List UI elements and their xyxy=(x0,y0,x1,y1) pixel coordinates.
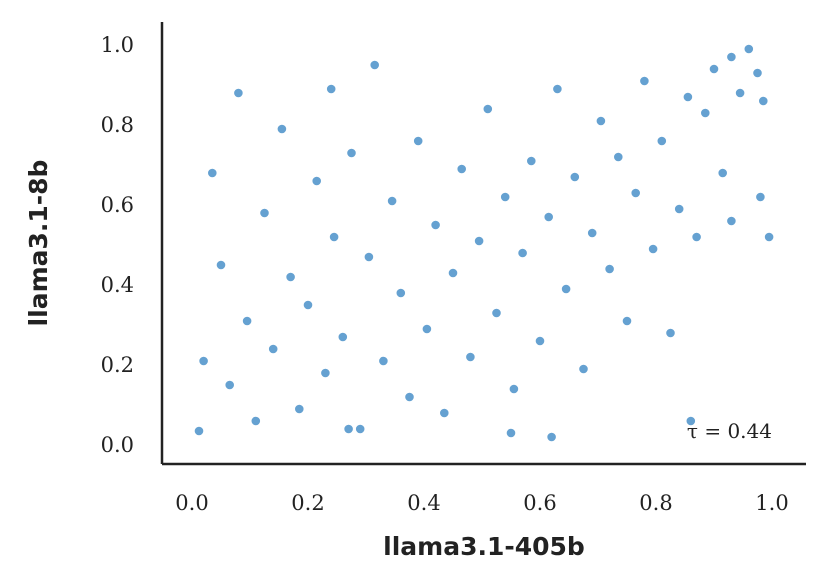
scatter-point xyxy=(648,244,658,254)
scatter-point xyxy=(622,316,632,326)
scatter-point xyxy=(483,104,493,114)
y-axis-ticks: 0.0 0.2 0.4 0.6 0.8 1.0 xyxy=(101,33,134,457)
kendall-tau-annotation: τ = 0.44 xyxy=(687,419,772,443)
scatter-points xyxy=(194,44,774,442)
scatter-point xyxy=(553,84,562,94)
scatter-point xyxy=(312,176,322,186)
scatter-point xyxy=(396,288,406,298)
x-tick-label: 0.4 xyxy=(407,491,440,515)
scatter-point xyxy=(518,248,527,258)
scatter-point xyxy=(718,168,727,178)
scatter-point xyxy=(709,64,719,74)
scatter-point xyxy=(225,380,234,390)
scatter-point xyxy=(344,424,353,434)
scatter-point xyxy=(614,152,623,162)
scatter-point xyxy=(268,344,278,354)
scatter-point xyxy=(440,408,449,418)
scatter-point xyxy=(701,108,710,118)
scatter-point xyxy=(326,84,336,94)
scatter-point xyxy=(605,264,614,274)
scatter-point xyxy=(657,136,667,146)
scatter-point xyxy=(587,228,597,238)
scatter-point xyxy=(500,192,510,202)
scatter-point xyxy=(666,328,675,338)
scatter-point xyxy=(692,232,701,242)
scatter-point xyxy=(329,232,339,242)
y-tick-label: 0.6 xyxy=(101,193,134,217)
scatter-point xyxy=(194,426,204,436)
scatter-point xyxy=(756,192,765,202)
scatter-point xyxy=(527,156,536,166)
scatter-point xyxy=(208,168,217,178)
scatter-point xyxy=(338,332,348,342)
scatter-point xyxy=(234,88,243,98)
scatter-point xyxy=(347,148,356,158)
scatter-point xyxy=(277,124,287,134)
scatter-point xyxy=(364,252,374,262)
scatter-point xyxy=(355,424,365,434)
scatter-point xyxy=(216,260,226,270)
scatter-point xyxy=(735,88,745,98)
x-tick-label: 0.8 xyxy=(639,491,672,515)
scatter-point xyxy=(251,416,261,426)
x-tick-label: 0.0 xyxy=(175,491,208,515)
scatter-point xyxy=(506,428,516,438)
scatter-point xyxy=(413,136,423,146)
scatter-point xyxy=(640,76,649,86)
scatter-point xyxy=(727,52,736,62)
y-tick-label: 0.4 xyxy=(101,273,134,297)
scatter-point xyxy=(448,268,458,278)
y-tick-label: 0.0 xyxy=(101,433,134,457)
x-tick-label: 0.6 xyxy=(523,491,556,515)
scatter-point xyxy=(535,336,545,346)
scatter-point xyxy=(457,164,467,174)
scatter-point xyxy=(199,356,208,366)
x-tick-label: 0.2 xyxy=(291,491,324,515)
y-tick-label: 0.2 xyxy=(101,353,134,377)
scatter-point xyxy=(492,308,501,318)
scatter-point xyxy=(370,60,380,70)
scatter-point xyxy=(379,356,388,366)
scatter-point xyxy=(509,384,519,394)
scatter-point xyxy=(242,316,252,326)
scatter-point xyxy=(674,204,684,214)
x-tick-label: 1.0 xyxy=(755,491,788,515)
scatter-point xyxy=(466,352,475,362)
scatter-point xyxy=(570,172,580,182)
scatter-point xyxy=(422,324,432,334)
scatter-point xyxy=(286,272,295,282)
y-tick-label: 0.8 xyxy=(101,113,134,137)
scatter-point xyxy=(727,216,736,226)
y-axis-label: llama3.1-8b xyxy=(24,160,53,327)
scatter-point xyxy=(260,208,269,218)
scatter-point xyxy=(405,392,414,402)
scatter-point xyxy=(387,196,397,206)
scatter-point xyxy=(579,364,588,374)
scatter-point xyxy=(764,232,774,242)
scatter-point xyxy=(596,116,606,126)
scatter-point xyxy=(295,404,304,414)
scatter-point xyxy=(686,416,696,426)
x-axis-ticks: 0.0 0.2 0.4 0.6 0.8 1.0 xyxy=(175,491,788,515)
scatter-point xyxy=(303,300,313,310)
y-tick-label: 1.0 xyxy=(101,33,134,57)
scatter-point xyxy=(431,220,440,230)
scatter-point xyxy=(759,96,768,106)
scatter-point xyxy=(683,92,693,102)
scatter-point xyxy=(561,284,571,294)
scatter-point xyxy=(631,188,640,198)
scatter-point xyxy=(547,432,556,442)
scatter-point xyxy=(544,212,553,222)
scatter-point xyxy=(744,44,754,54)
x-axis-label: llama3.1-405b xyxy=(383,532,585,561)
scatter-point xyxy=(753,68,762,78)
scatter-point xyxy=(321,368,330,378)
scatter-point xyxy=(474,236,484,246)
